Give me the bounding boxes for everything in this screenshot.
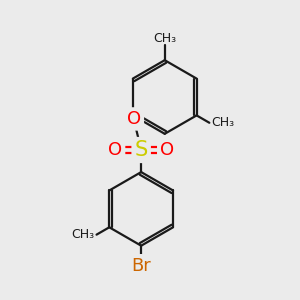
Text: CH₃: CH₃	[212, 116, 235, 129]
Text: S: S	[134, 140, 148, 160]
Text: O: O	[109, 141, 123, 159]
Text: Br: Br	[131, 257, 151, 275]
Text: CH₃: CH₃	[153, 32, 176, 45]
Text: CH₃: CH₃	[71, 228, 94, 241]
Text: O: O	[160, 141, 174, 159]
Text: O: O	[127, 110, 141, 128]
